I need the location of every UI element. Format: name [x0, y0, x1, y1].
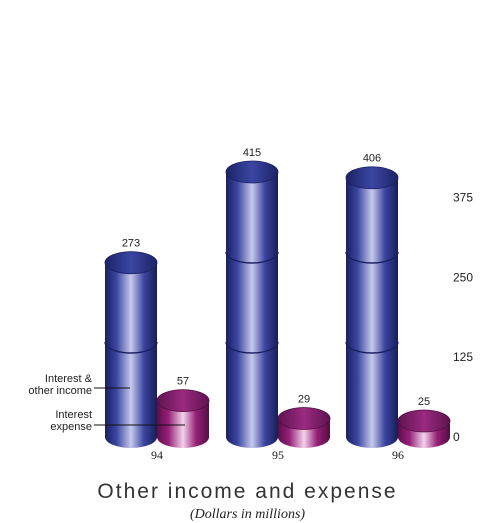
- x-tick-label-96: 96: [392, 448, 404, 462]
- data-label-expense-96: 25: [418, 396, 430, 408]
- chart-title: Other income and expense: [97, 480, 398, 503]
- data-label-expense-95: 29: [298, 393, 310, 405]
- data-label-income-94: 273: [122, 238, 140, 250]
- data-label-income-96: 406: [363, 153, 381, 165]
- legend-label-line: Interest: [55, 409, 92, 421]
- bar-expense-95: [277, 407, 331, 448]
- chart-subtitle: (Dollars in millions): [189, 507, 306, 522]
- legend-label-line: expense: [50, 421, 92, 433]
- y-tick-label-125: 125: [453, 350, 473, 364]
- bar-expense-96: [397, 409, 451, 448]
- x-tick-label-95: 95: [272, 448, 284, 462]
- legend-label-line: other income: [28, 385, 92, 397]
- y-tick-label-250: 250: [453, 270, 473, 284]
- data-label-expense-94: 57: [177, 376, 189, 388]
- bar-income-94: [104, 251, 158, 448]
- legend-callout-income: Interest &other income: [28, 373, 130, 397]
- data-label-income-95: 415: [243, 147, 261, 159]
- bar-expense-94: [156, 389, 210, 448]
- x-tick-label-94: 94: [151, 448, 163, 462]
- bar-income-96: [345, 166, 399, 448]
- legend-label-line: Interest &: [45, 373, 93, 385]
- y-tick-label-0: 0: [453, 430, 460, 444]
- y-tick-label-375: 375: [453, 191, 473, 205]
- bar-income-95: [225, 160, 279, 448]
